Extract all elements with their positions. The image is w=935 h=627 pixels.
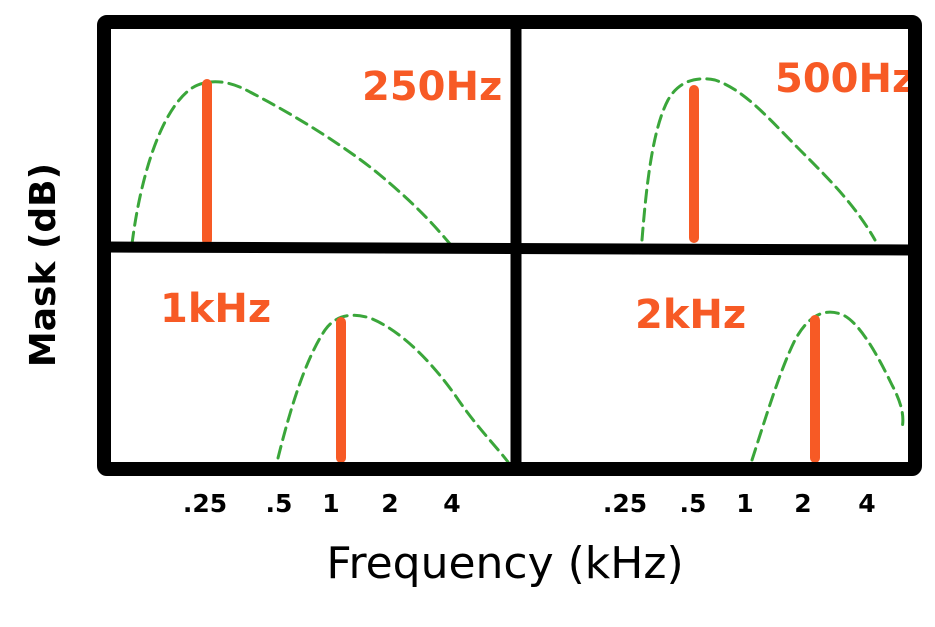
x-tick-label: 4 (443, 489, 460, 518)
x-tick-label: 1 (322, 489, 339, 518)
panel-label-250hz: 250Hz (362, 64, 502, 110)
x-tick-label: .25 (603, 489, 647, 518)
masking-curve-2khz (750, 310, 905, 462)
panel-label-1khz: 1kHz (160, 286, 271, 332)
panel-500hz: 500Hz (640, 56, 915, 243)
panel-label-2khz: 2kHz (635, 292, 746, 338)
panel-label-500hz: 500Hz (775, 56, 915, 102)
masking-curve-500hz (640, 77, 877, 242)
x-tick-label: .5 (680, 489, 707, 518)
y-axis-title: Mask (dB) (23, 163, 64, 367)
x-tick-label: 2 (794, 489, 811, 518)
x-tick-label: 2 (381, 489, 398, 518)
x-tick-label: 4 (858, 489, 875, 518)
horizontal-divider (100, 241, 919, 256)
x-tick-label: .5 (266, 489, 293, 518)
masking-curve-250hz (130, 80, 452, 246)
masking-curve-1khz (276, 313, 510, 464)
panel-1khz: 1kHz (160, 286, 510, 464)
x-ticks-right: .25 .5 1 2 4 (603, 489, 876, 518)
panel-2khz: 2kHz (635, 292, 905, 463)
x-tick-label: .25 (183, 489, 227, 518)
x-ticks-left: .25 .5 1 2 4 (183, 489, 461, 518)
panel-250hz: 250Hz (130, 64, 502, 246)
x-tick-label: 1 (736, 489, 753, 518)
x-axis-title: Frequency (kHz) (326, 538, 683, 589)
